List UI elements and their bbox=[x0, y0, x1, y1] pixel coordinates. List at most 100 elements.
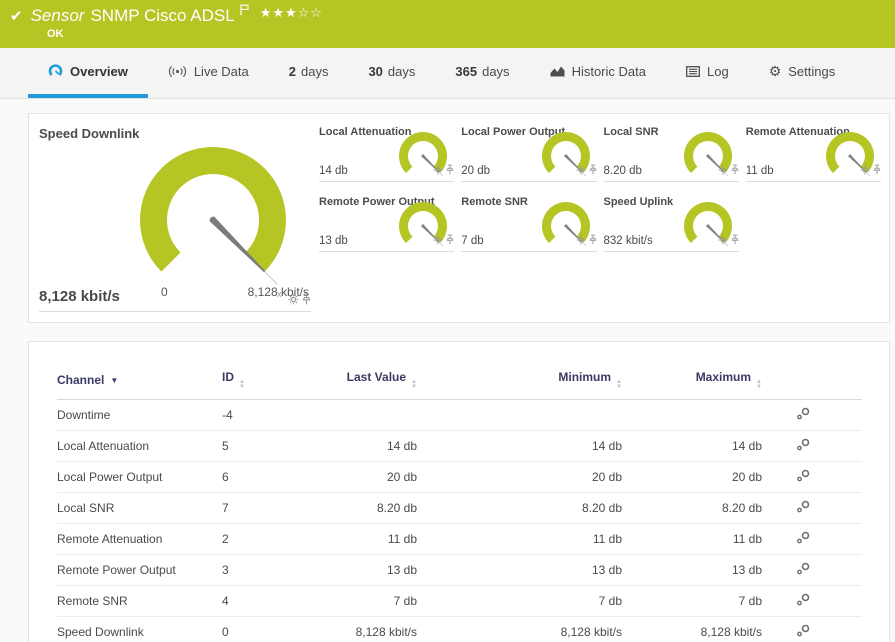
gauge-title: Local Attenuation bbox=[319, 126, 412, 138]
channel-settings-icon[interactable] bbox=[796, 624, 810, 640]
small-gauge bbox=[541, 132, 590, 177]
small-gauge bbox=[399, 202, 448, 247]
small-gauge bbox=[683, 132, 732, 177]
gauge-settings-gear-icon[interactable] bbox=[576, 232, 586, 250]
tab-label-strong: 2 bbox=[288, 63, 296, 79]
tab-historic-data[interactable]: Historic Data bbox=[530, 48, 666, 98]
table-row[interactable]: Local Power Output 6 20 db 20 db 20 db bbox=[57, 461, 862, 493]
cell-minimum: 11 db bbox=[417, 523, 622, 555]
tab-settings[interactable]: ⚙ Settings bbox=[749, 48, 856, 98]
channel-settings-icon[interactable] bbox=[796, 500, 810, 516]
star-rating[interactable]: ★★★☆☆ bbox=[259, 5, 323, 20]
tab-2-days[interactable]: 2 days bbox=[269, 48, 349, 98]
column-header-minimum[interactable]: Minimum ▲ ▼ bbox=[417, 364, 622, 400]
cell-last-value: 20 db bbox=[302, 461, 417, 493]
cell-last-value: 13 db bbox=[302, 554, 417, 586]
gauge-title: Speed Uplink bbox=[603, 196, 674, 208]
small-gauge bbox=[683, 202, 732, 247]
cell-minimum bbox=[417, 399, 622, 431]
cell-channel: Remote Power Output bbox=[57, 554, 222, 586]
pin-icon[interactable] bbox=[873, 162, 881, 180]
pin-icon[interactable] bbox=[446, 162, 454, 180]
pin-icon[interactable] bbox=[731, 232, 739, 250]
cell-last-value: 7 db bbox=[302, 585, 417, 617]
column-header-actions bbox=[762, 364, 862, 400]
tab-label-strong: 365 bbox=[455, 63, 478, 79]
table-row[interactable]: Local SNR 7 8.20 db 8.20 db 8.20 db bbox=[57, 492, 862, 524]
channel-settings-icon[interactable] bbox=[796, 438, 810, 454]
cell-id: 5 bbox=[222, 430, 302, 462]
table-row[interactable]: Speed Downlink 0 8,128 kbit/s 8,128 kbit… bbox=[57, 616, 862, 642]
broadcast-icon bbox=[168, 65, 187, 78]
gauge-scale-min: 0 bbox=[161, 285, 168, 299]
sensor-status-bar: ✔ Sensor SNMP Cisco ADSL ★★★☆☆ OK bbox=[0, 0, 895, 48]
gauge-settings-gear-icon[interactable] bbox=[433, 232, 443, 250]
gauge-settings-gear-icon[interactable] bbox=[576, 162, 586, 180]
priority-flag-icon[interactable] bbox=[239, 3, 250, 21]
gauges-panel: Speed Downlink x 0 8,128 kbit/s 8,128 kb… bbox=[28, 113, 890, 323]
tab-label: Log bbox=[706, 63, 729, 79]
cell-maximum: 8.20 db bbox=[622, 492, 762, 524]
cell-id: 3 bbox=[222, 554, 302, 586]
table-header-row: Channel ▼ ID ▲ ▼ Last Value ▲ ▼ Minimum ▲ ▼ Max… bbox=[57, 364, 862, 400]
sensor-word: Sensor bbox=[30, 6, 85, 25]
table-row[interactable]: Remote Attenuation 2 11 db 11 db 11 db bbox=[57, 523, 862, 555]
gauge-value: 14 db bbox=[319, 165, 348, 177]
cell-last-value: 14 db bbox=[302, 430, 417, 462]
gauge-settings-gear-icon[interactable] bbox=[433, 162, 443, 180]
gauge-max-marker: x bbox=[277, 289, 282, 299]
column-header-channel[interactable]: Channel ▼ bbox=[57, 364, 222, 400]
pin-icon[interactable] bbox=[588, 232, 597, 250]
cell-id: 2 bbox=[222, 523, 302, 555]
cell-minimum: 7 db bbox=[417, 585, 622, 617]
cell-minimum: 13 db bbox=[417, 554, 622, 586]
channel-settings-icon[interactable] bbox=[796, 407, 810, 423]
pin-icon[interactable] bbox=[446, 232, 454, 250]
gauge-local-attenuation: Local Attenuation 14 db bbox=[319, 126, 455, 182]
gauge-value: 13 db bbox=[319, 235, 348, 247]
table-row[interactable]: Remote SNR 4 7 db 7 db 7 db bbox=[57, 585, 862, 617]
tab-label: Historic Data bbox=[571, 63, 646, 79]
gauge-remote-power-output: Remote Power Output 13 db bbox=[319, 196, 455, 252]
small-gauge bbox=[541, 202, 590, 247]
tab-log[interactable]: Log bbox=[666, 48, 749, 98]
channel-settings-icon[interactable] bbox=[796, 593, 810, 609]
chart-icon bbox=[550, 65, 565, 77]
cell-id: 4 bbox=[222, 585, 302, 617]
channel-settings-icon[interactable] bbox=[796, 562, 810, 578]
gauge-title: Remote Power Output bbox=[319, 196, 435, 208]
gauge-settings-gear-icon[interactable] bbox=[718, 232, 728, 250]
table-row[interactable]: Downtime -4 bbox=[57, 399, 862, 431]
cell-minimum: 8.20 db bbox=[417, 492, 622, 524]
tab-label-strong: 30 bbox=[368, 63, 383, 79]
gear-icon: ⚙ bbox=[768, 62, 782, 79]
pin-icon[interactable] bbox=[731, 162, 739, 180]
tab-30-days[interactable]: 30 days bbox=[348, 48, 435, 98]
gauge-settings-gear-icon[interactable] bbox=[288, 292, 299, 310]
gauge-settings-gear-icon[interactable] bbox=[860, 162, 870, 180]
tab-label: days bbox=[387, 63, 416, 79]
tab-label: Settings bbox=[788, 63, 836, 79]
column-header-maximum[interactable]: Maximum ▲ ▼ bbox=[622, 364, 762, 400]
channel-table: Channel ▼ ID ▲ ▼ Last Value ▲ ▼ Minimum ▲ ▼ Max… bbox=[57, 364, 862, 642]
sensor-name: SNMP Cisco ADSL bbox=[90, 6, 235, 25]
table-row[interactable]: Remote Power Output 3 13 db 13 db 13 db bbox=[57, 554, 862, 586]
pin-icon[interactable] bbox=[302, 292, 311, 310]
channel-settings-icon[interactable] bbox=[796, 469, 810, 485]
table-row[interactable]: Local Attenuation 5 14 db 14 db 14 db bbox=[57, 430, 862, 462]
tab-365-days[interactable]: 365 days bbox=[435, 48, 529, 98]
gauge-remote-attenuation: Remote Attenuation 11 db bbox=[745, 126, 881, 182]
cell-maximum: 14 db bbox=[622, 430, 762, 462]
channel-settings-icon[interactable] bbox=[796, 531, 810, 547]
gauge-title: Local SNR bbox=[603, 126, 659, 138]
cell-last-value: 11 db bbox=[302, 523, 417, 555]
column-header-id[interactable]: ID ▲ ▼ bbox=[222, 364, 302, 400]
column-header-last-value[interactable]: Last Value ▲ ▼ bbox=[302, 364, 417, 400]
tab-label: Overview bbox=[70, 63, 128, 79]
tab-live-data[interactable]: Live Data bbox=[148, 48, 269, 98]
pin-icon[interactable] bbox=[588, 162, 597, 180]
status-badge: OK bbox=[47, 28, 64, 40]
gauge-settings-gear-icon[interactable] bbox=[718, 162, 728, 180]
tab-overview[interactable]: Overview bbox=[28, 48, 148, 98]
cell-maximum bbox=[622, 399, 762, 431]
